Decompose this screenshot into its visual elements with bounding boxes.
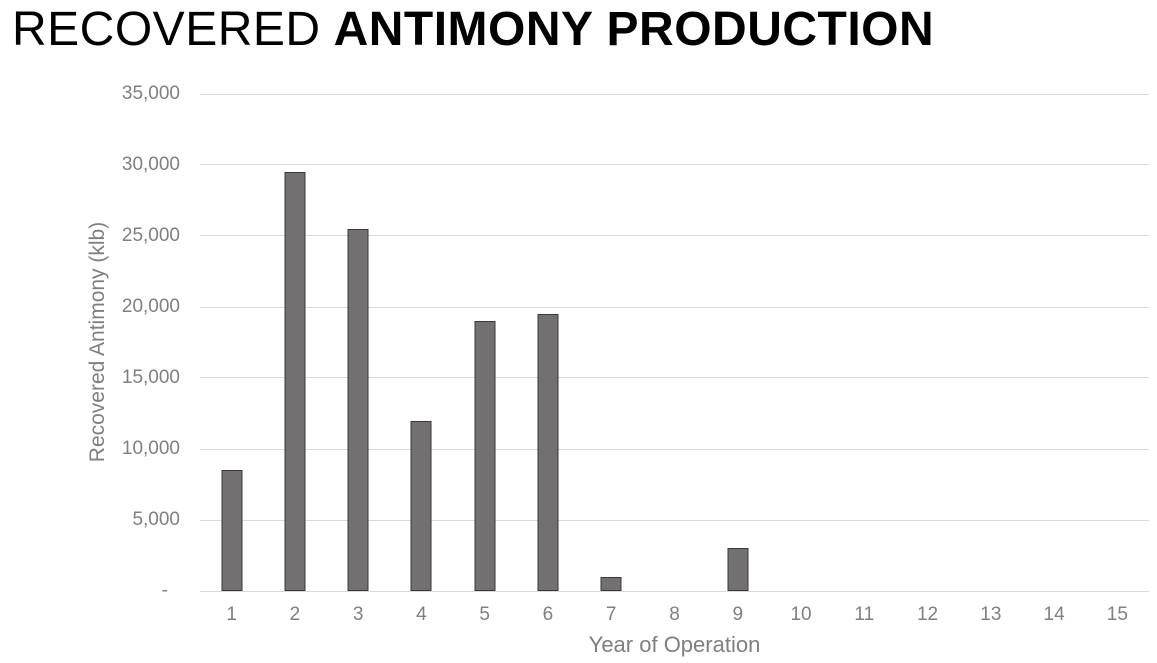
bar-year-9 (727, 548, 749, 591)
bar-year-2 (284, 172, 306, 591)
gridline (200, 93, 1149, 95)
x-tick-label: 3 (352, 604, 364, 625)
x-tick-label: 1 (226, 604, 237, 625)
x-tick-label: 2 (289, 604, 301, 625)
chart-title-bold: ANTIMONY PRODUCTION (333, 3, 935, 56)
x-tick-label: 12 (916, 604, 939, 625)
gridline (200, 448, 1149, 450)
bar-year-7 (600, 576, 622, 591)
y-tick-label: 30,000 (121, 153, 180, 175)
x-tick-label: 14 (1043, 604, 1065, 625)
y-tick-label: 35,000 (121, 83, 180, 104)
x-tick-label: 5 (479, 604, 490, 625)
bar-year-4 (410, 420, 432, 591)
x-tick-label: 4 (416, 604, 427, 625)
gridline (200, 377, 1149, 379)
gridline (200, 519, 1149, 521)
chart-title: RECOVERED ANTIMONY PRODUCTION (12, 1, 934, 59)
y-tick-label: 10,000 (121, 438, 180, 459)
x-tick-label: 11 (854, 604, 875, 625)
x-axis-tick-labels: 1 2 3 4 5 6 7 8 9 10 11 12 13 14 15 (200, 604, 1149, 628)
plot-area (200, 93, 1149, 592)
bar-year-1 (221, 470, 243, 591)
gridline (200, 306, 1149, 308)
y-axis-tick-labels: 35,000 30,000 25,000 20,000 15,000 10,000 5,00… (0, 83, 180, 601)
y-tick-label: 20,000 (121, 296, 180, 317)
gridline (200, 164, 1149, 166)
x-tick-label: 15 (1106, 604, 1128, 625)
bar-year-5 (474, 321, 496, 591)
x-tick-label: 13 (980, 604, 1002, 625)
bar-year-6 (537, 314, 559, 591)
gridline (200, 590, 1149, 592)
x-axis-title: Year of Operation (588, 632, 761, 657)
chart-title-light: RECOVERED (12, 3, 321, 56)
x-tick-label: 7 (605, 604, 617, 625)
x-tick-label: 10 (790, 604, 812, 625)
y-tick-label: 5,000 (132, 509, 180, 530)
y-tick-label: - (161, 580, 168, 601)
bar-year-3 (347, 228, 369, 591)
gridline (200, 235, 1149, 237)
x-tick-label: 8 (669, 604, 680, 625)
x-tick-label: 6 (542, 604, 554, 625)
y-tick-label: 15,000 (121, 366, 180, 388)
y-tick-label: 25,000 (121, 224, 180, 246)
x-tick-label: 9 (732, 604, 744, 625)
